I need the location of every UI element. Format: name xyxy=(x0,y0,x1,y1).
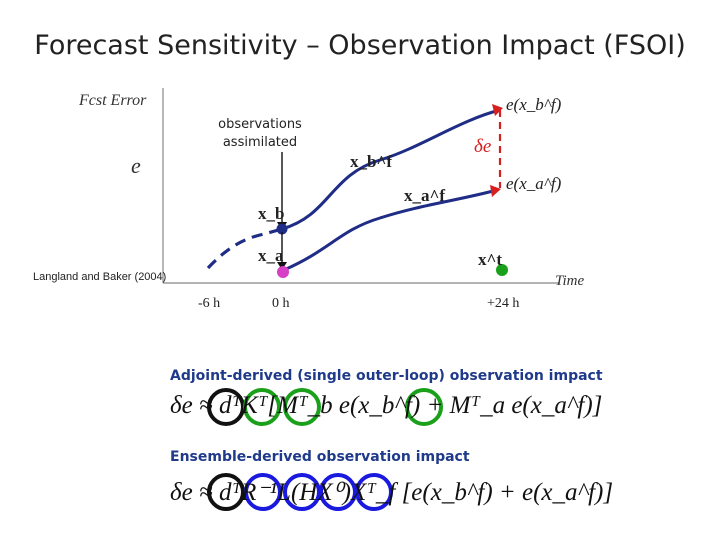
truth-point xyxy=(496,264,508,276)
tick-minus-6h: -6 h xyxy=(198,296,221,311)
xaf-label: x_a^f xyxy=(404,186,446,205)
xbf-label: x_b^f xyxy=(350,152,392,171)
citation: Langland and Baker (2004) xyxy=(33,271,167,283)
tick-plus-24h: +24 h xyxy=(487,296,520,311)
adjoint-heading: Adjoint-derived (single outer-loop) obse… xyxy=(170,368,603,384)
xb-point xyxy=(276,223,288,235)
e-xaf-label: e(x_a^f) xyxy=(506,174,562,193)
y-axis-label: Fcst Error xyxy=(79,92,147,109)
ensemble-formula: δe ≈ dᵀR⁻¹L(HX⁰)Xᵀ_f [e(x_b^f) + e(x_a^f… xyxy=(170,479,614,506)
xa-label: x_a xyxy=(258,246,284,265)
ensemble-d-circle xyxy=(207,473,245,511)
ensemble-r-circle xyxy=(244,473,282,511)
ensemble-x-circle xyxy=(355,473,393,511)
ensemble-heading: Ensemble-derived observation impact xyxy=(170,449,470,465)
tick-0h: 0 h xyxy=(272,296,290,311)
adjoint-ma-circle xyxy=(405,388,443,426)
e-xbf-label: e(x_b^f) xyxy=(506,95,562,114)
observations-note: observations assimilated xyxy=(218,117,302,150)
increment-arrowhead xyxy=(277,262,287,270)
delta-e-label: δe xyxy=(474,136,492,157)
background-dashed-curve xyxy=(206,227,283,270)
x-axis-label: Time xyxy=(555,273,585,289)
adjoint-mb-circle xyxy=(283,388,321,426)
page-title: Forecast Sensitivity – Observation Impac… xyxy=(34,30,686,61)
background-forecast-curve xyxy=(281,108,501,231)
adjoint-formula: δe ≈ dᵀKᵀ[Mᵀ_b e(x_b^f) + Mᵀ_a e(x_a^f)] xyxy=(170,392,603,419)
analysis-forecast-curve xyxy=(283,188,498,272)
xt-label: x^t xyxy=(478,250,503,269)
xa-point xyxy=(277,266,289,278)
e-label: e xyxy=(131,153,141,178)
background-forecast-arrowhead xyxy=(492,104,503,116)
analysis-forecast-arrowhead xyxy=(490,185,501,197)
xb-label: x_b xyxy=(258,204,285,223)
adjoint-k-circle xyxy=(243,388,281,426)
